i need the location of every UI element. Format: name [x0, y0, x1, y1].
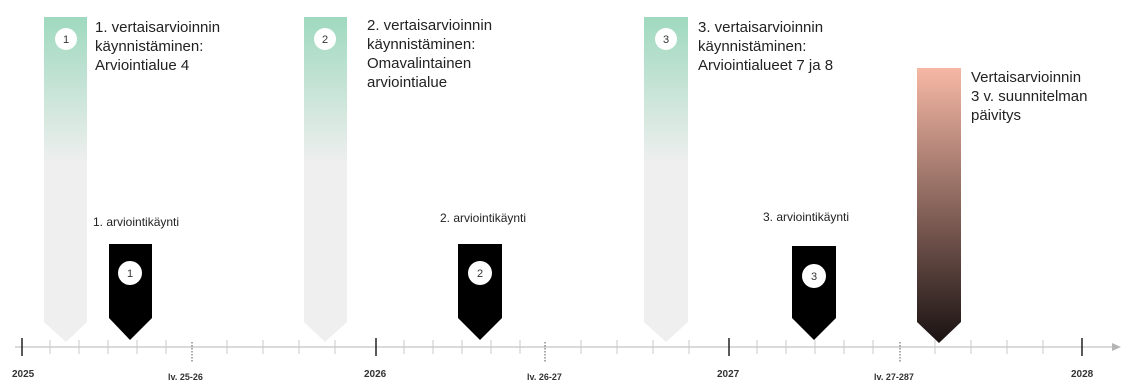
badge-number: 3 [663, 34, 669, 46]
title-line: käynnistäminen: [367, 36, 475, 53]
axis-arrow [1112, 343, 1121, 351]
period-markers [191, 342, 901, 362]
visit-label: 3. arviointikäynti [763, 210, 849, 224]
badge-number: 1 [63, 34, 69, 46]
number-badge [55, 28, 77, 50]
number-badge [802, 264, 826, 288]
review-start-title: 3. vertaisarvioinnin käynnistäminen: Arv… [698, 19, 833, 74]
period-label-27-28: lv. 27-287 [874, 372, 914, 380]
review-start-marker [304, 17, 347, 342]
badge-number: 1 [127, 268, 133, 280]
title-line: päivitys [971, 107, 1021, 124]
badge-number: 2 [477, 268, 483, 280]
review-start-2: 2 2. vertaisarvioinnin käynnistäminen: O… [304, 17, 496, 342]
year-label-2025: 2025 [12, 369, 35, 380]
title-line: arviointialue [367, 74, 447, 91]
visit-label: 1. arviointikäynti [93, 215, 179, 229]
visit-marker [792, 246, 836, 340]
review-start-title: 1. vertaisarvioinnin käynnistäminen: Arv… [95, 19, 224, 74]
badge-number: 2 [322, 34, 328, 46]
minor-ticks [49, 340, 1044, 354]
title-line: 2. vertaisarvioinnin [367, 17, 492, 34]
visit-label: 2. arviointikäynti [440, 211, 526, 225]
number-badge [118, 261, 142, 285]
review-start-marker [644, 17, 688, 342]
title-line: Arviointialueet 7 ja 8 [698, 57, 833, 74]
visit-3: 3. arviointikäynti 3 [763, 210, 849, 340]
time-axis: 2025 2026 2027 2028 lv. 25-26 lv. 26-27 … [12, 338, 1121, 380]
title-line: käynnistäminen: [95, 38, 203, 55]
number-badge [655, 28, 677, 50]
visit-2: 2. arviointikäynti 2 [440, 211, 526, 340]
review-start-3: 3 3. vertaisarvioinnin käynnistäminen: A… [644, 17, 833, 342]
year-label-2027: 2027 [717, 369, 740, 380]
plan-update-title: Vertaisarvioinnin 3 v. suunnitelman päiv… [971, 69, 1092, 124]
plan-update-marker [917, 68, 961, 343]
visit-marker [109, 244, 152, 340]
visit-marker [458, 244, 502, 340]
period-label-25-26: lv. 25-26 [168, 372, 203, 380]
review-start-1: 1 1. vertaisarvioinnin käynnistäminen: A… [44, 17, 224, 342]
title-line: Omavalintainen [367, 55, 471, 72]
title-line: 3 v. suunnitelman [971, 88, 1087, 105]
title-line: Arviointialue 4 [95, 57, 189, 74]
title-line: 1. vertaisarvioinnin [95, 19, 220, 36]
plan-update: Vertaisarvioinnin 3 v. suunnitelman päiv… [917, 68, 1092, 343]
title-line: käynnistäminen: [698, 38, 806, 55]
year-label-2028: 2028 [1071, 369, 1094, 380]
title-line: 3. vertaisarvioinnin [698, 19, 823, 36]
period-label-26-27: lv. 26-27 [527, 372, 562, 380]
number-badge [468, 261, 492, 285]
title-line: Vertaisarvioinnin [971, 69, 1081, 86]
badge-number: 3 [811, 271, 817, 283]
year-ticks [21, 338, 1083, 356]
year-label-2026: 2026 [364, 369, 387, 380]
number-badge [314, 28, 336, 50]
review-start-marker [44, 17, 87, 342]
visit-1: 1. arviointikäynti 1 [93, 215, 179, 340]
review-start-title: 2. vertaisarvioinnin käynnistäminen: Oma… [367, 17, 496, 91]
